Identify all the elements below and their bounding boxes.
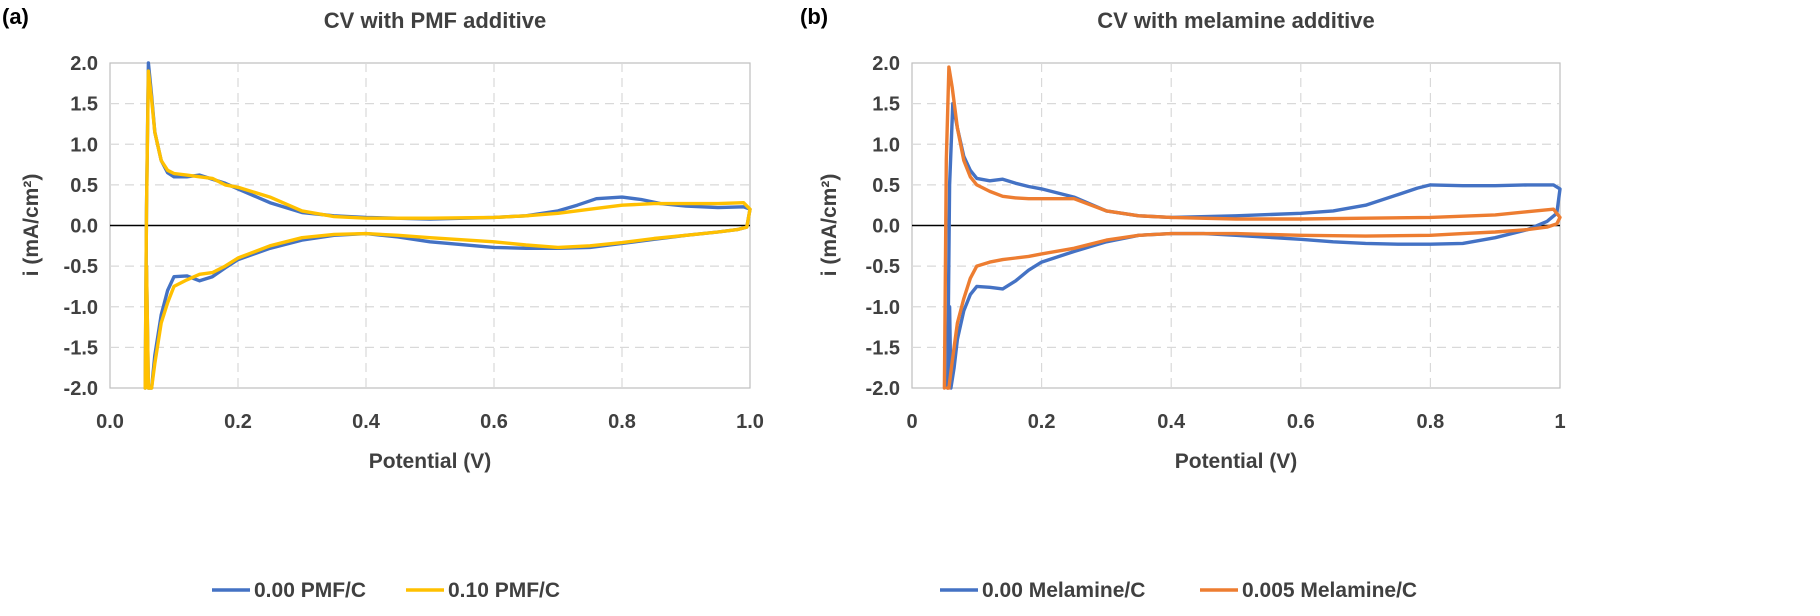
y-tick-labels-b: 2.0 1.5 1.0 0.5 0.0 -0.5 -1.0 -1.5 -2.0 <box>866 53 900 400</box>
y-tick-label: -0.5 <box>866 256 900 278</box>
y-tick-label: 0.0 <box>872 216 900 238</box>
chart-panel-a: (a) CV with PMF additive 2.0 1.5 1.0 0.5 0.0… <box>2 4 764 602</box>
y-tick-label: 0.5 <box>872 175 900 197</box>
x-tick-label: 0.0 <box>96 411 124 433</box>
y-axis-label-b: i (mA/cm²) <box>818 174 841 277</box>
y-tick-label: 1.5 <box>70 94 98 116</box>
x-tick-label: 0.8 <box>1416 411 1444 433</box>
x-tick-labels-b: 0 0.2 0.4 0.6 0.8 1 <box>906 411 1565 433</box>
y-tick-label: 1.0 <box>70 134 98 156</box>
x-tick-label: 0.6 <box>480 411 508 433</box>
x-axis-label-b: Potential (V) <box>1175 450 1298 473</box>
series-line-b-1 <box>942 65 1562 390</box>
series-layer-a <box>143 61 752 390</box>
gridlines-b <box>912 63 1560 388</box>
x-tick-label: 0.2 <box>1028 411 1056 433</box>
x-tick-label: 0.8 <box>608 411 636 433</box>
y-tick-label: 0.5 <box>70 175 98 197</box>
x-axis-label-a: Potential (V) <box>369 450 492 473</box>
legend-a: 0.00 PMF/C 0.10 PMF/C <box>212 579 560 602</box>
y-tick-label: 2.0 <box>872 53 900 75</box>
y-tick-label: -0.5 <box>64 256 98 278</box>
legend-label-a-0: 0.00 PMF/C <box>254 579 366 602</box>
y-tick-label: -1.5 <box>64 337 98 359</box>
x-tick-label: 0.2 <box>224 411 252 433</box>
x-tick-label: 0.4 <box>1157 411 1186 433</box>
x-tick-label: 0.6 <box>1287 411 1315 433</box>
gridlines-a <box>110 63 750 388</box>
panel-label-b: (b) <box>800 4 828 29</box>
x-tick-label: 1 <box>1554 411 1565 433</box>
series-layer-b <box>942 65 1562 390</box>
series-line-a-1 <box>143 69 752 390</box>
y-tick-label: 2.0 <box>70 53 98 75</box>
panel-label-a: (a) <box>2 4 29 29</box>
chart-title-a: CV with PMF additive <box>324 8 546 33</box>
y-tick-label: -1.5 <box>866 337 900 359</box>
chart-title-b: CV with melamine additive <box>1097 8 1375 33</box>
y-tick-label: 0.0 <box>70 216 98 238</box>
x-tick-label: 0.4 <box>352 411 381 433</box>
y-axis-label-a: i (mA/cm²) <box>20 174 43 277</box>
chart-panel-b: (b) CV with melamine additive 2.0 1.5 1.0 0… <box>800 4 1566 602</box>
legend-label-b-1: 0.005 Melamine/C <box>1242 579 1417 602</box>
legend-label-b-0: 0.00 Melamine/C <box>982 579 1145 602</box>
y-tick-label: -1.0 <box>866 297 900 319</box>
y-tick-label: -1.0 <box>64 297 98 319</box>
legend-label-a-1: 0.10 PMF/C <box>448 579 560 602</box>
x-tick-label: 1.0 <box>736 411 764 433</box>
y-tick-label: -2.0 <box>64 378 98 400</box>
legend-b: 0.00 Melamine/C 0.005 Melamine/C <box>940 579 1417 602</box>
series-line-b-0 <box>945 101 1562 390</box>
y-tick-label: 1.0 <box>872 134 900 156</box>
x-tick-label: 0 <box>906 411 917 433</box>
y-tick-label: -2.0 <box>866 378 900 400</box>
x-tick-labels-a: 0.0 0.2 0.4 0.6 0.8 1.0 <box>96 411 764 433</box>
y-tick-labels-a: 2.0 1.5 1.0 0.5 0.0 -0.5 -1.0 -1.5 -2.0 <box>64 53 98 400</box>
y-tick-label: 1.5 <box>872 94 900 116</box>
